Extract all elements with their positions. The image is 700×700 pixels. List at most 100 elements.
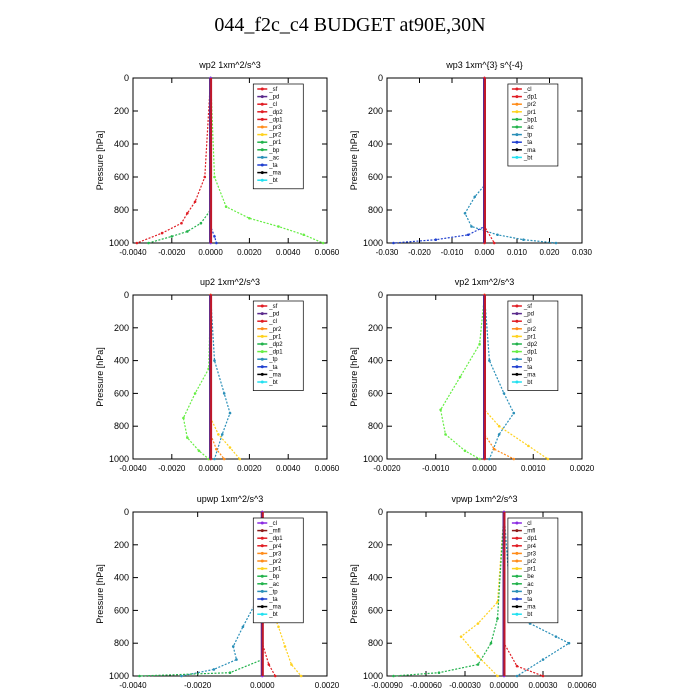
y-tick-label: 600: [368, 605, 383, 615]
legend-entry: _cl: [268, 521, 277, 527]
series-point: [512, 411, 516, 415]
legend-entry: _pr1: [523, 110, 537, 116]
legend-entry: _tp: [268, 357, 278, 363]
legend-marker: [515, 110, 519, 114]
series-point: [478, 457, 481, 461]
legend-entry: _pr4: [268, 544, 282, 550]
legend-marker: [515, 327, 519, 331]
y-tick-label: 400: [368, 356, 383, 366]
y-tick-label: 800: [114, 421, 129, 431]
legend-marker: [515, 312, 519, 316]
legend-entry: _ta: [523, 597, 533, 603]
plot-frame: [132, 294, 328, 460]
legend-entry: _mfl: [523, 529, 535, 535]
y-axis-label: Pressure [hPa]: [349, 131, 359, 191]
series-point: [193, 200, 197, 204]
y-tick-label: 0: [124, 507, 129, 517]
series-point: [215, 447, 218, 451]
chart-title: wp2 1xm^2/s^3: [198, 60, 260, 70]
x-tick-label: -0.0040: [119, 681, 147, 690]
series-point: [476, 622, 480, 625]
y-tick-label: 600: [114, 172, 129, 182]
legend-marker: [260, 529, 264, 533]
legend-entry: _pr4: [523, 544, 537, 550]
legend-entry: _dp1: [523, 95, 538, 101]
series-point: [527, 444, 530, 448]
y-axis-label: Pressure [hPa]: [95, 347, 105, 407]
legend-marker: [260, 372, 264, 376]
series-point: [235, 658, 238, 661]
x-tick-label: -0.0040: [119, 464, 147, 473]
series-point: [220, 433, 224, 436]
y-tick-label: 1000: [109, 671, 129, 681]
legend-marker: [260, 178, 264, 182]
legend-marker: [260, 597, 264, 601]
series-point: [302, 233, 306, 237]
legend-entry: _ma: [523, 372, 536, 378]
series-line: [210, 295, 241, 460]
legend-entry: _cl: [268, 102, 277, 108]
y-tick-label: 0: [378, 507, 383, 517]
legend-marker: [515, 597, 519, 601]
series-point: [203, 175, 207, 179]
x-tick-label: -0.00090: [371, 681, 403, 690]
series-point: [546, 457, 550, 461]
legend-marker: [260, 574, 264, 578]
y-tick-label: 800: [368, 638, 383, 648]
y-tick-label: 400: [114, 139, 129, 149]
legend-entry: _ta: [268, 163, 278, 169]
x-tick-label: 0.0000: [472, 464, 497, 473]
legend-marker: [515, 605, 519, 609]
legend-entry: _ma: [523, 605, 536, 611]
legend-marker: [515, 574, 519, 578]
legend-marker: [260, 117, 264, 121]
legend-entry: _dp2: [523, 342, 538, 348]
legend-entry: _pd: [268, 312, 279, 318]
legend-marker: [260, 605, 264, 609]
x-tick-label: 0.00060: [568, 681, 597, 690]
series-point: [273, 674, 277, 678]
series-point: [277, 625, 280, 629]
series-point: [186, 436, 189, 439]
series-point: [476, 655, 480, 658]
legend-marker: [260, 125, 264, 129]
series-line: [483, 294, 515, 460]
series-point: [224, 205, 228, 208]
legend-entry: _pr1: [268, 334, 282, 340]
x-tick-label: -0.00030: [449, 681, 481, 690]
y-tick-label: 600: [114, 605, 129, 615]
legend-marker: [515, 304, 519, 308]
legend-entry: _pr3: [268, 125, 282, 131]
legend-marker: [515, 529, 519, 533]
y-tick-label: 200: [114, 540, 129, 550]
legend-marker: [260, 544, 264, 548]
series-point: [283, 645, 287, 648]
legend-entry: _bt: [268, 612, 278, 618]
legend-entry: _pr2: [268, 327, 282, 333]
legend-marker: [515, 148, 519, 152]
x-tick-label: 0.0060: [315, 464, 340, 473]
legend-entry: _ac: [523, 582, 534, 588]
y-tick-label: 800: [114, 638, 129, 648]
legend-entry: _ma: [268, 171, 281, 177]
series-line: [139, 512, 263, 677]
legend-marker: [260, 521, 264, 525]
legend-entry: _pr2: [268, 133, 282, 139]
series-point: [212, 668, 216, 671]
series-point: [213, 359, 216, 362]
legend-marker: [260, 582, 264, 586]
series-point: [466, 233, 470, 237]
legend-entry: _bp: [268, 574, 280, 580]
series-point: [217, 433, 220, 436]
series-point: [496, 233, 499, 237]
y-tick-label: 200: [368, 540, 383, 550]
series-point: [138, 674, 141, 678]
y-tick-label: 200: [114, 323, 129, 333]
legend-entry: _bt: [523, 612, 533, 618]
legend-entry: _pr2: [523, 559, 537, 565]
x-tick-label: 0.0020: [315, 681, 340, 690]
legend-marker: [515, 125, 519, 129]
y-axis-label: Pressure [hPa]: [95, 131, 105, 191]
legend-marker: [515, 95, 519, 99]
